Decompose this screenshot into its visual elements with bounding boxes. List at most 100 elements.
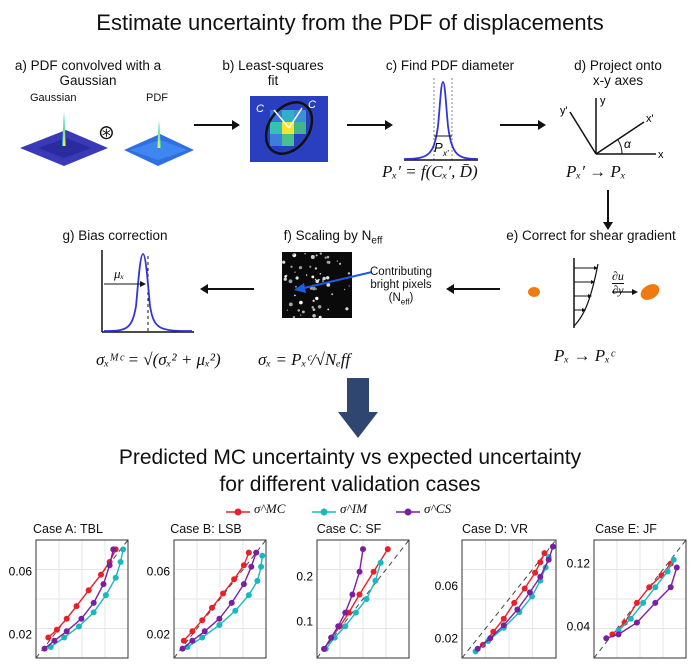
data-point [63, 615, 70, 622]
chart-plot: 0.12 0.04 [567, 539, 687, 659]
bright-pixel [288, 302, 293, 307]
y-tick-label: 0.12 [567, 557, 591, 571]
data-point [199, 617, 206, 624]
data-point [248, 563, 255, 570]
data-point [73, 603, 80, 610]
arrow-d-to-e [603, 190, 613, 230]
data-point [98, 571, 104, 578]
bright-pixel [299, 300, 303, 305]
shear-gradient-fraction: ∂u ∂y [612, 269, 624, 297]
step-e-shear-graphic [528, 258, 660, 328]
pdf-label: PDF [146, 92, 168, 104]
data-point [363, 596, 370, 602]
chart-case-1: Case A: TBL 0.06 0.02 [2, 520, 134, 666]
data-point [189, 628, 196, 635]
bright-pixel [326, 283, 331, 287]
data-point [342, 609, 349, 616]
chart-case-4: Case D: VR 0.06 0.02 [428, 520, 562, 666]
step-e-formula: Pₓ → Pₓᶜ [554, 346, 615, 365]
data-point [321, 645, 328, 652]
data-point [377, 559, 384, 566]
data-point [640, 599, 647, 606]
data-point [45, 634, 52, 641]
bright-pixel [315, 279, 319, 284]
data-point [370, 568, 377, 575]
bright-pixel [315, 296, 319, 301]
chart-title: Case A: TBL [33, 522, 103, 536]
data-point [240, 581, 247, 588]
chart-plot: 0.06 0.02 [9, 539, 129, 659]
data-point [245, 592, 252, 599]
bright-pixel [319, 273, 322, 275]
chart-case-3: Case C: SF 0.2 0.1 [283, 520, 415, 666]
plot-frame [173, 539, 267, 659]
bright-pixel [297, 309, 300, 312]
identity-line [461, 539, 557, 659]
y-tick-label: 0.06 [435, 579, 459, 593]
data-point [328, 634, 335, 641]
legend-item-cs: σ^CS [396, 501, 451, 522]
y-tick-label: 0.02 [435, 631, 459, 645]
data-point [545, 556, 552, 563]
bright-pixel [293, 253, 295, 256]
svg-text:x': x' [442, 149, 449, 158]
bright-pixel [345, 307, 349, 311]
bright-pixel [315, 254, 318, 257]
data-point [537, 573, 544, 580]
bright-pixel [300, 314, 302, 316]
bright-pixel [292, 253, 297, 258]
svg-text:C: C [308, 99, 316, 111]
data-point [51, 637, 58, 644]
data-point [110, 546, 117, 553]
data-point [526, 589, 533, 596]
bright-pixel [326, 276, 330, 280]
bright-pixel [304, 253, 306, 255]
svg-text:α: α [624, 137, 632, 151]
bright-pixel [318, 315, 322, 319]
data-point [78, 615, 85, 622]
data-point [216, 615, 223, 622]
data-point [372, 577, 379, 584]
data-point [240, 562, 247, 569]
legend-item-im: σ^IM [312, 501, 367, 522]
step-c-label: c) Find PDF diameter [385, 58, 515, 73]
bright-pixel [319, 252, 322, 255]
data-point [41, 645, 48, 652]
data-point [85, 587, 92, 594]
data-point [360, 546, 366, 553]
bright-pixel [312, 308, 316, 311]
bright-pixel [283, 277, 287, 281]
step-c-pdf-curve: P x' [403, 78, 479, 161]
bright-pixel [282, 260, 286, 264]
chart-plot: 0.06 0.02 [147, 539, 267, 659]
bright-pixel [312, 286, 316, 291]
data-point [199, 634, 206, 641]
plot-frame [316, 539, 410, 659]
bright-pixel [315, 288, 318, 290]
data-point [621, 619, 628, 626]
bright-pixel [317, 305, 322, 309]
step-g-formula: σₓᴹᶜ = √(σₓ² + μₓ²) [96, 350, 221, 369]
data-point [180, 637, 187, 644]
data-point [179, 645, 186, 652]
y-tick-label: 0.02 [147, 627, 171, 641]
step-d-formula: Pₓ′ → Pₓ [566, 162, 626, 181]
data-point [646, 584, 653, 591]
arrow-a-to-b [194, 120, 240, 130]
data-point [603, 635, 610, 642]
data-point [342, 623, 349, 630]
bright-pixel [310, 255, 315, 259]
svg-text:x': x' [646, 113, 654, 125]
big-down-arrow [338, 378, 378, 438]
data-point [259, 552, 266, 559]
plot-frame [461, 539, 557, 659]
bright-pixel [331, 293, 334, 296]
data-point [117, 559, 124, 565]
data-point [75, 623, 82, 630]
step-a-label: a) PDF convolved with a Gaussian [14, 58, 162, 88]
chart-plot: 0.2 0.1 [296, 539, 410, 659]
data-point [90, 599, 97, 606]
data-point [384, 546, 391, 553]
identity-line [173, 539, 267, 659]
data-point [511, 599, 518, 606]
